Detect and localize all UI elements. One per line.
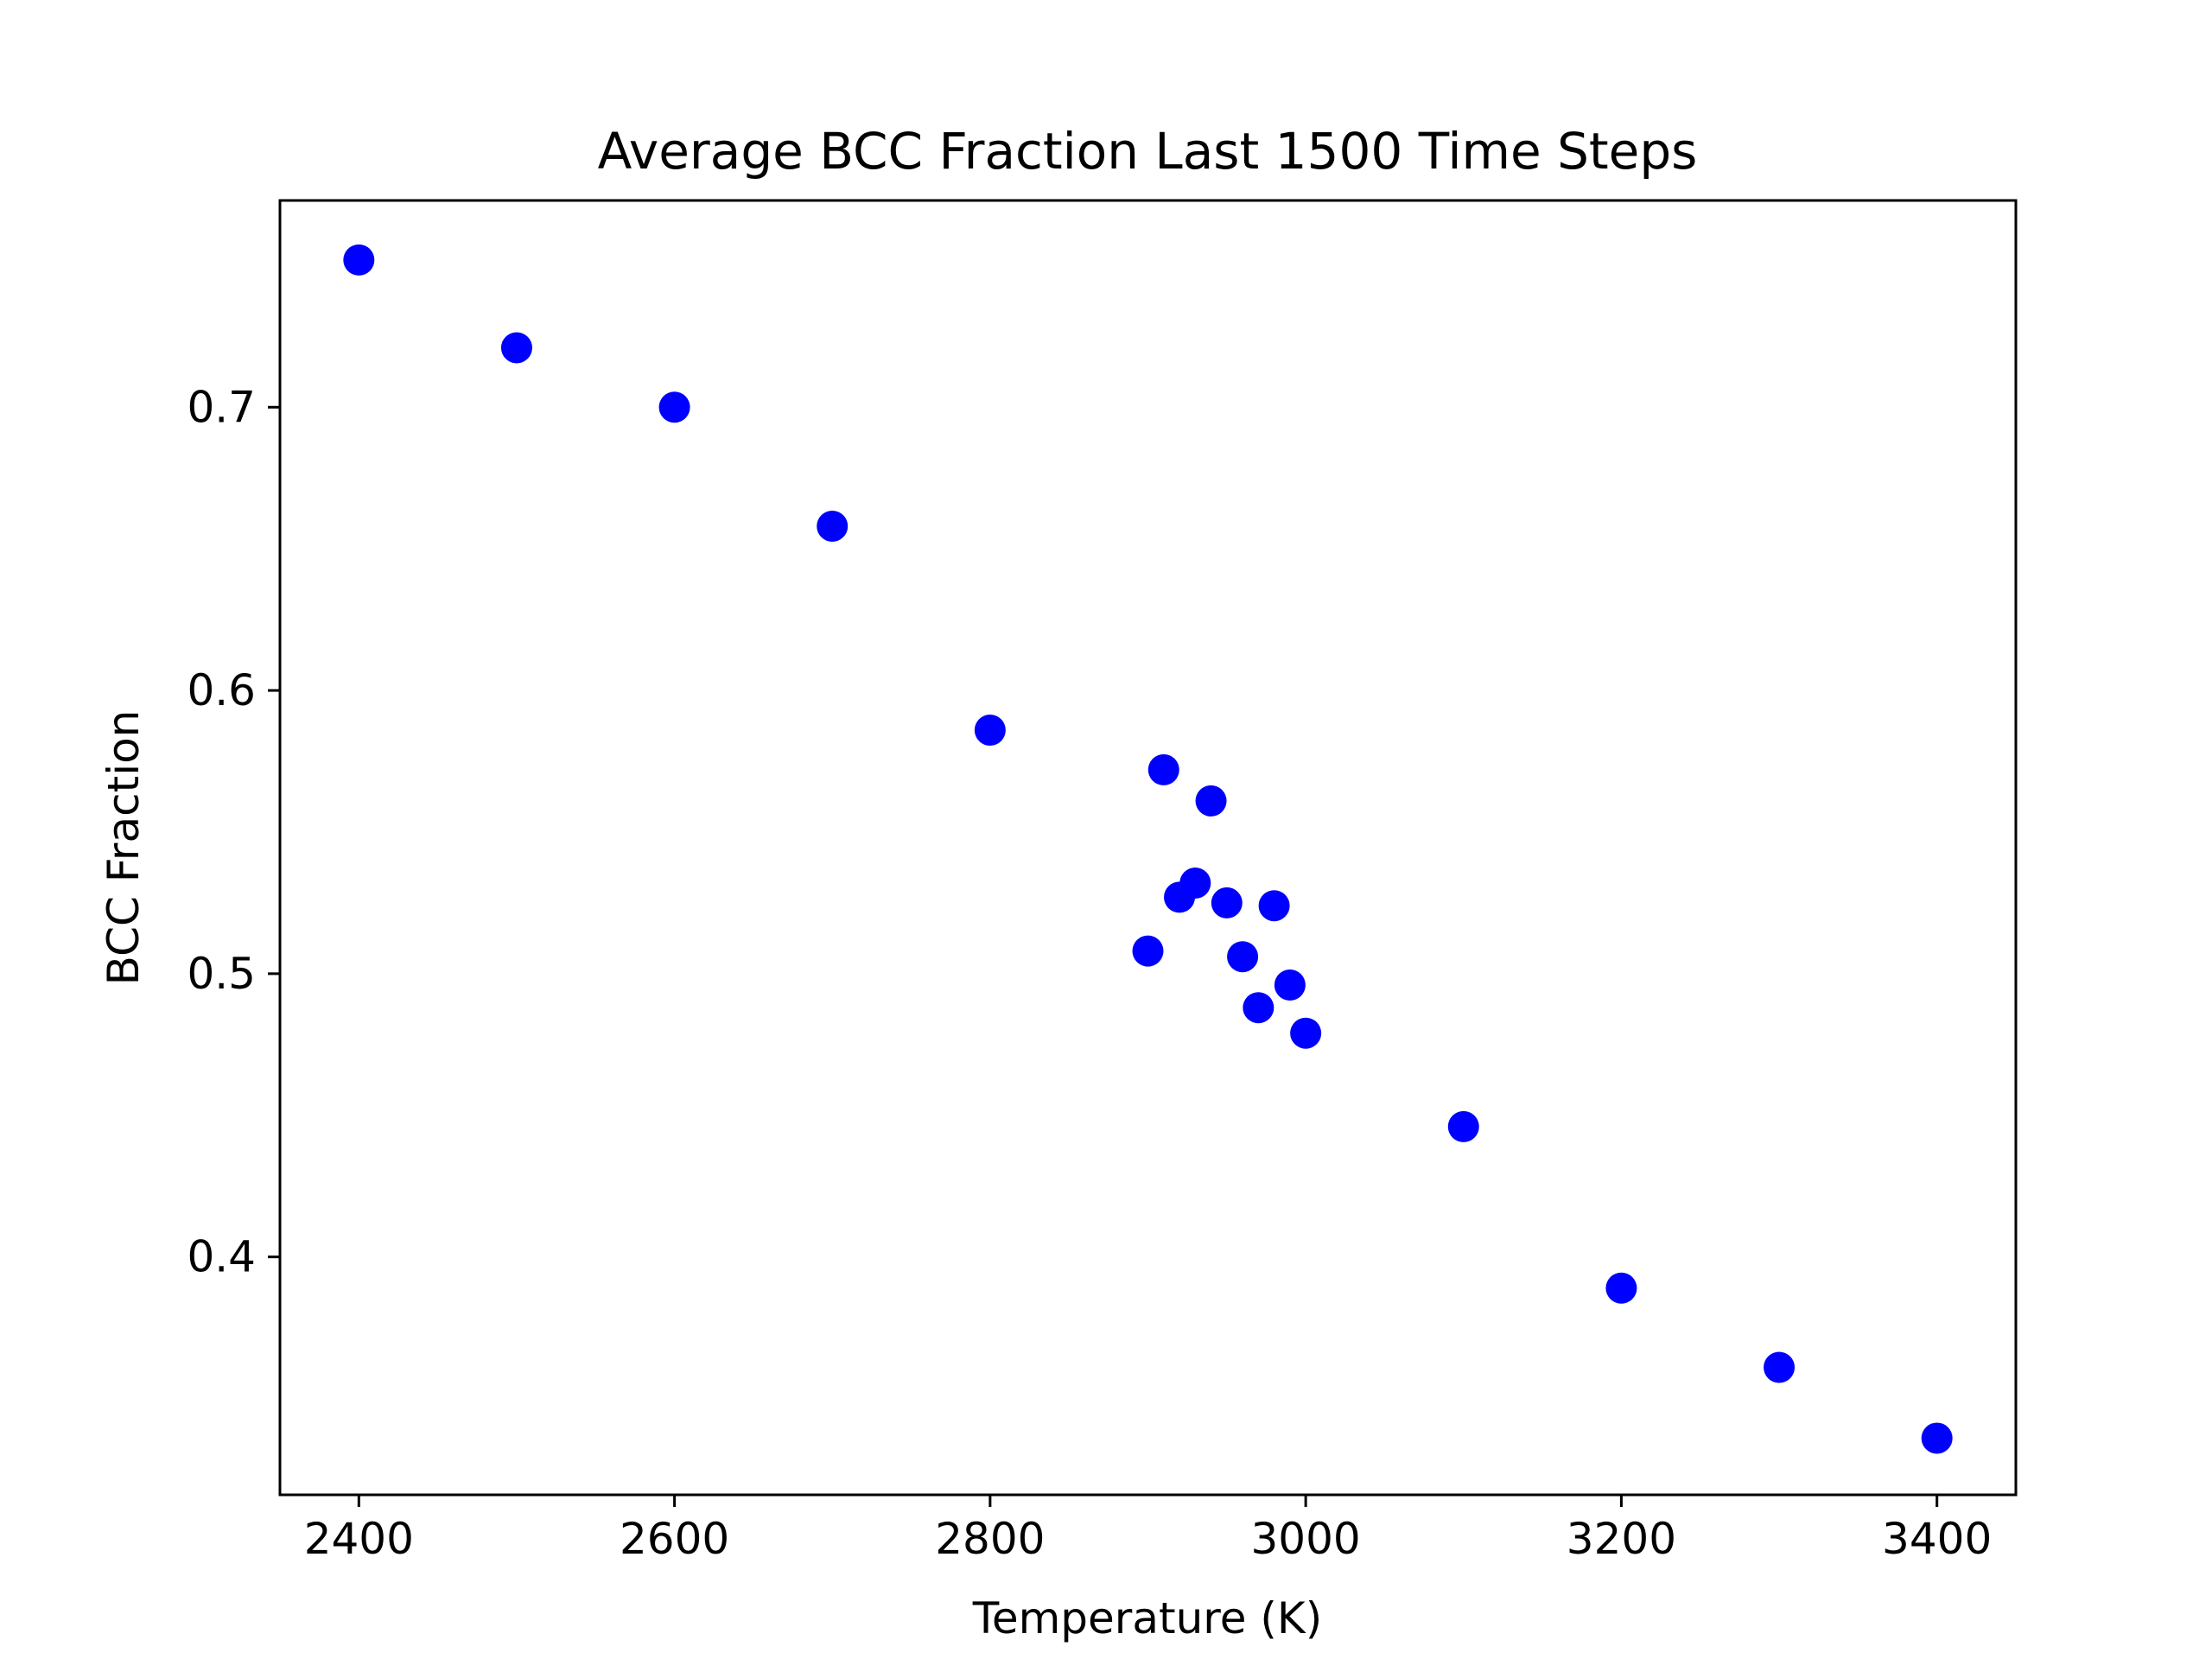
y-tick-label: 0.6	[187, 665, 256, 715]
x-tick-label: 3400	[1882, 1514, 1992, 1564]
x-tick-label: 2400	[304, 1514, 414, 1564]
y-tick-label: 0.4	[187, 1232, 256, 1282]
data-point	[1211, 887, 1243, 918]
data-point	[658, 391, 690, 423]
y-tick-label: 0.7	[187, 382, 256, 432]
y-axis-label: BCC Fraction	[99, 710, 149, 986]
data-point	[974, 714, 1006, 746]
data-point	[1179, 867, 1211, 899]
data-point	[1243, 992, 1274, 1024]
data-point	[1605, 1272, 1637, 1304]
x-tick-label: 3000	[1251, 1514, 1361, 1564]
data-point	[343, 244, 375, 276]
chart-title: Average BCC Fraction Last 1500 Time Step…	[598, 122, 1698, 181]
y-axis: 0.4 0.5 0.6 0.7	[187, 382, 280, 1282]
data-point	[500, 332, 532, 364]
data-point	[817, 510, 849, 542]
x-axis: 2400 2600 2800 3000 3200 3400	[304, 1495, 1992, 1564]
data-point	[1764, 1351, 1796, 1383]
data-point	[1227, 941, 1259, 973]
x-axis-label: Temperature (K)	[972, 1593, 1322, 1643]
x-tick-label: 2600	[620, 1514, 729, 1564]
x-tick-label: 3200	[1567, 1514, 1676, 1564]
data-point	[1274, 969, 1306, 1001]
data-point	[1921, 1422, 1953, 1454]
data-point	[1195, 785, 1227, 817]
data-point	[1132, 935, 1164, 967]
plot-frame	[278, 199, 2018, 1497]
data-point	[1290, 1017, 1322, 1049]
data-point	[1447, 1110, 1479, 1142]
data-point	[1258, 890, 1290, 922]
data-point	[1147, 753, 1179, 785]
x-tick-label: 2800	[935, 1514, 1045, 1564]
plot-area	[343, 244, 1953, 1454]
y-tick-label: 0.5	[187, 949, 256, 999]
